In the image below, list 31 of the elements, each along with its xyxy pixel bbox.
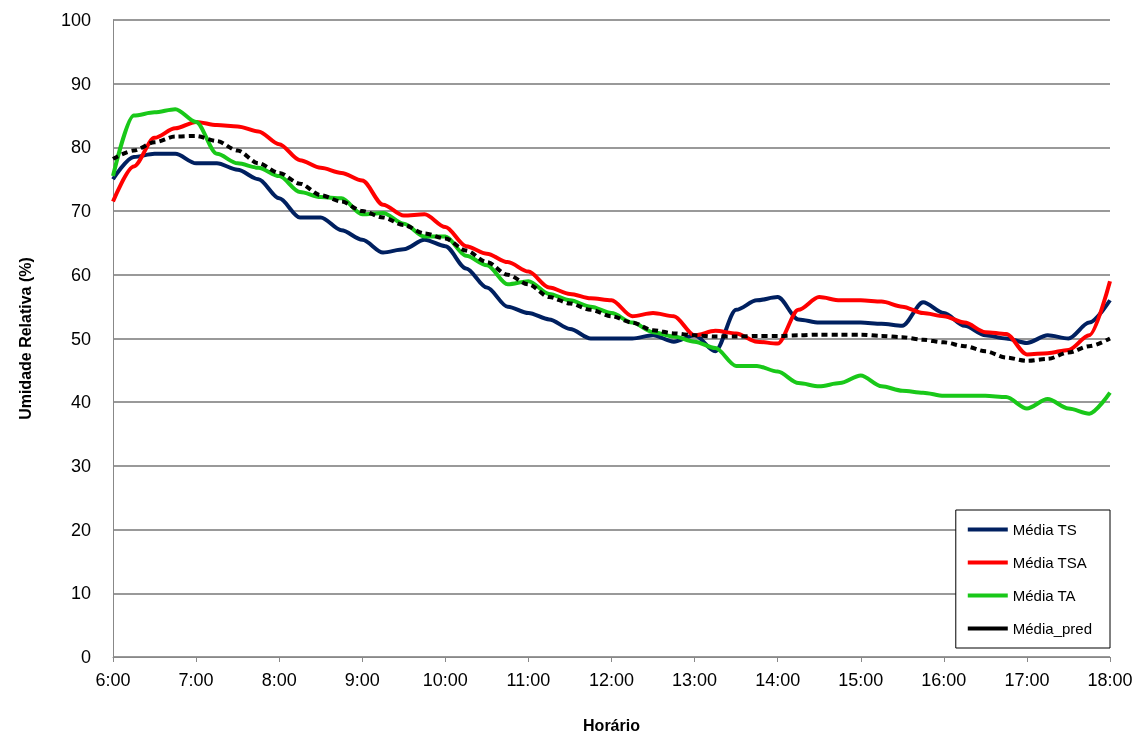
x-tick-label: 15:00 [838, 670, 884, 690]
x-tick-label: 17:00 [1004, 670, 1050, 690]
y-tick-label: 40 [70, 392, 91, 413]
y-tick-label: 30 [70, 455, 91, 476]
y-tick-label: 50 [70, 328, 91, 349]
x-tick-label: 12:00 [588, 670, 635, 690]
y-tick-label: 90 [70, 73, 91, 94]
x-tick-label: 10:00 [422, 670, 468, 690]
x-tick-label: 8:00 [261, 670, 297, 690]
x-tick-label: 7:00 [178, 670, 214, 690]
y-tick-label: 100 [60, 10, 91, 30]
y-tick-label: 70 [70, 201, 91, 222]
x-tick-label: 16:00 [921, 670, 967, 690]
y-tick-label: 0 [80, 647, 91, 667]
legend-label: Média_pred [1012, 620, 1092, 637]
legend-label: Média TS [1012, 521, 1077, 538]
legend-label: Média TSA [1012, 554, 1087, 571]
x-tick-label: 6:00 [95, 670, 131, 690]
y-tick-label: 60 [70, 264, 91, 285]
line-series [111, 107, 1112, 416]
x-tick-label: 9:00 [344, 670, 380, 690]
x-tick-label: 11:00 [506, 670, 551, 690]
y-tick-label: 20 [70, 519, 91, 540]
x-axis-title: Horário [583, 716, 641, 734]
y-tick-label: 10 [70, 583, 91, 604]
legend-label: Média TA [1012, 587, 1076, 604]
y-tick-label: 80 [70, 137, 91, 158]
x-tick-label: 14:00 [755, 670, 801, 690]
x-tick-label: 18:00 [1087, 670, 1133, 690]
x-tick-label: 13:00 [672, 670, 718, 690]
y-axis-title: Umidade Relativa (%) [16, 257, 34, 420]
